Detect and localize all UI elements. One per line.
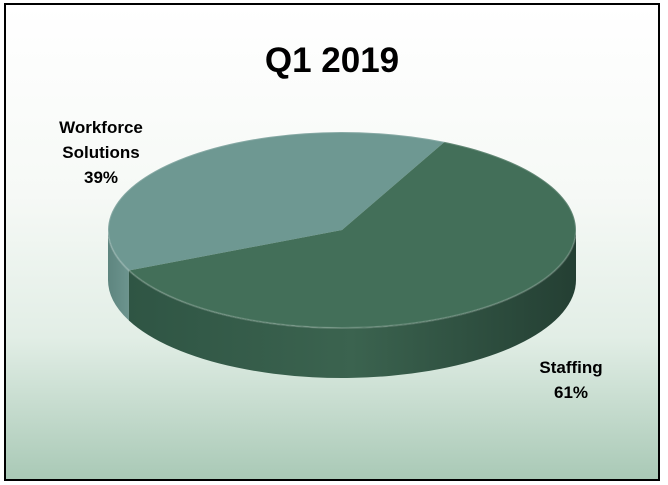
slice-value-workforce: 39% bbox=[83, 168, 119, 187]
pie-slice-workforce-solutions bbox=[108, 131, 445, 271]
pie-slices bbox=[107, 131, 577, 378]
chart-area: Q1 2019 Workforce Solutions 39% Staffing… bbox=[4, 3, 660, 481]
pie-rim bbox=[107, 131, 577, 329]
chart-title: Q1 2019 bbox=[264, 41, 400, 80]
pie-side-workforce-solutions bbox=[108, 230, 129, 321]
slice-label-staffing: Staffing 61% bbox=[531, 355, 611, 405]
pie-side-staffing bbox=[128, 230, 576, 378]
slice-label-staffing-line1: Staffing bbox=[539, 358, 603, 377]
pie-chart bbox=[107, 131, 577, 378]
slice-value-staffing: 61% bbox=[553, 383, 589, 402]
slice-label-workforce-line2: Solutions bbox=[62, 143, 140, 162]
slice-label-workforce-solutions: Workforce Solutions 39% bbox=[36, 115, 166, 190]
slice-label-workforce-line1: Workforce bbox=[59, 118, 143, 137]
pie-slice-staffing bbox=[128, 141, 576, 328]
